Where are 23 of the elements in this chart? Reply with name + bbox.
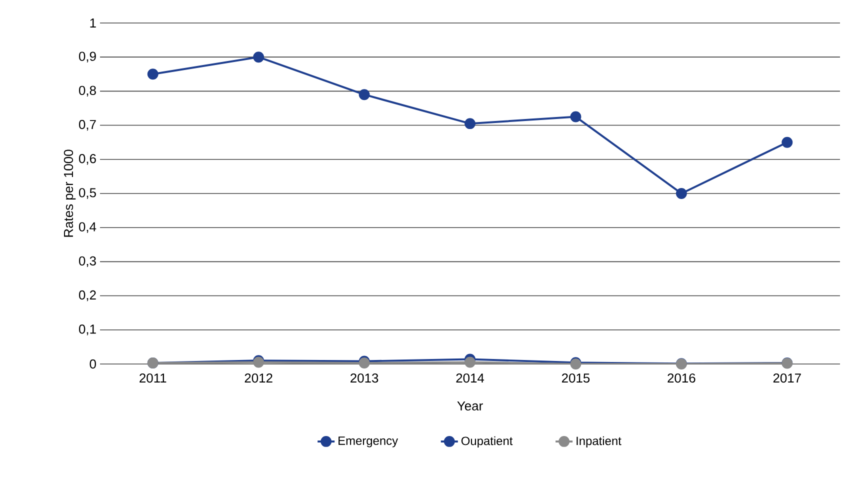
y-axis-title: Rates per 1000 bbox=[64, 150, 76, 237]
y-tick-label: 0,8 bbox=[78, 86, 96, 97]
y-tick-label: 0,9 bbox=[78, 52, 96, 62]
legend-label: Inpatient bbox=[576, 436, 622, 448]
x-tick-label: 2015 bbox=[562, 373, 590, 383]
y-tick-label: 0,3 bbox=[78, 256, 96, 268]
y-tick-label: 0 bbox=[90, 359, 96, 369]
x-tick-label: 2014 bbox=[456, 373, 484, 383]
legend-label: Emergency bbox=[338, 436, 398, 448]
y-tick-label: 0,5 bbox=[78, 188, 96, 199]
x-tick-label: 2011 bbox=[140, 373, 166, 383]
y-tick-label: 1 bbox=[90, 18, 96, 28]
y-tick-label: 0,2 bbox=[78, 290, 96, 302]
y-tick-label: 0,6 bbox=[78, 154, 96, 165]
legend-label: Oupatient bbox=[461, 436, 513, 448]
x-tick-label: 2013 bbox=[350, 373, 378, 383]
y-tick-label: 0,4 bbox=[78, 222, 96, 233]
x-axis-title: Year bbox=[457, 401, 483, 410]
y-tick-label: 0,1 bbox=[78, 324, 96, 336]
x-tick-label: 2016 bbox=[668, 373, 696, 383]
y-tick-label: 0,7 bbox=[78, 120, 96, 131]
x-tick-label: 2012 bbox=[244, 373, 272, 383]
x-tick-label: 2017 bbox=[773, 373, 801, 383]
